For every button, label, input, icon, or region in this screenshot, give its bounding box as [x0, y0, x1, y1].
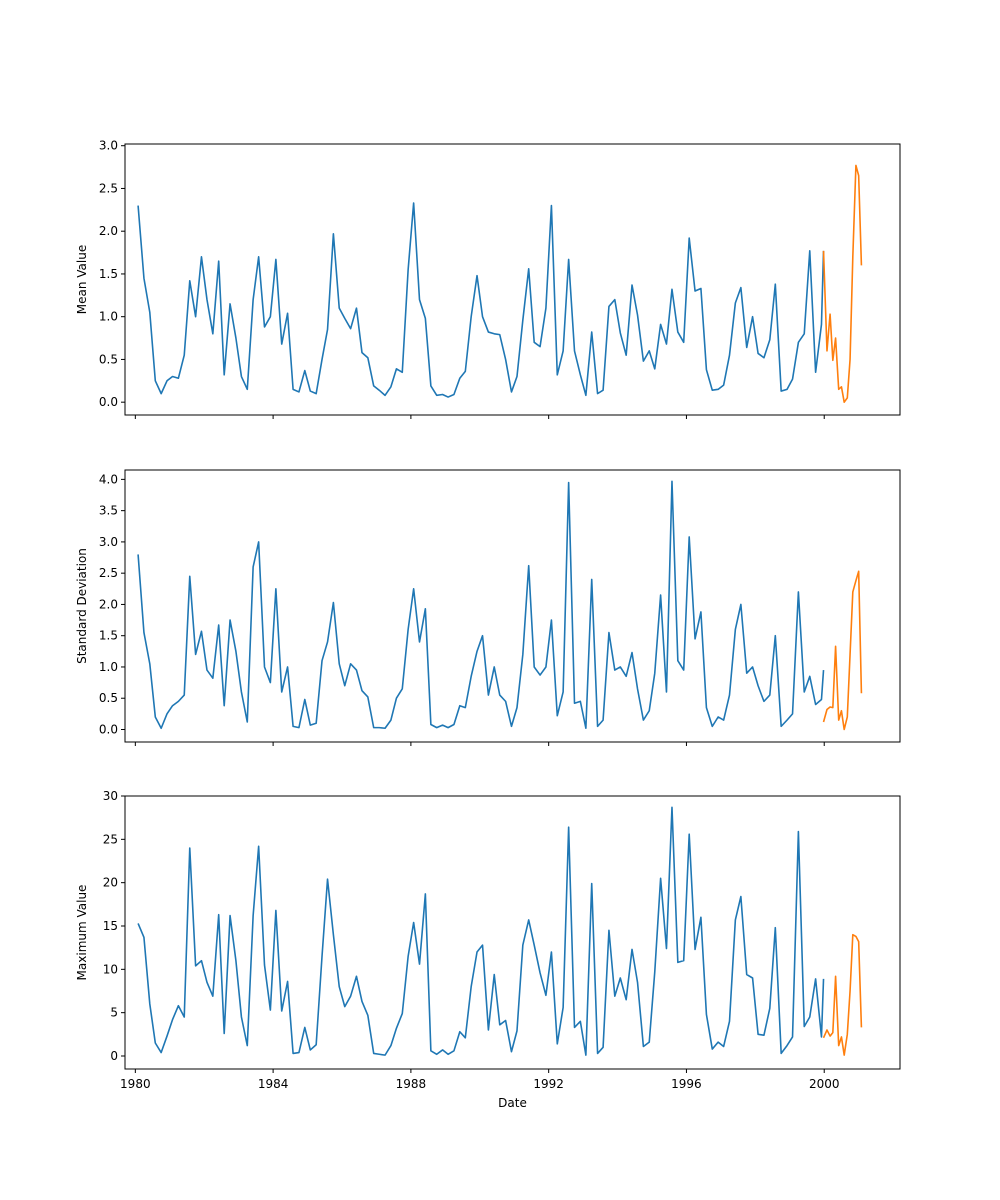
- y-tick-label: 1.0: [99, 310, 118, 324]
- y-tick-label: 20: [103, 876, 118, 890]
- series-line-1: [137, 480, 825, 730]
- y-tick-label: 2.5: [99, 566, 118, 580]
- x-tick-label: 1992: [533, 1077, 564, 1091]
- y-tick-label: 1.0: [99, 660, 118, 674]
- axes-frame: [124, 795, 901, 1070]
- y-tick-label: 3.0: [99, 535, 118, 549]
- y-axis-label: Maximum Value: [75, 885, 89, 981]
- y-axis-label: Mean Value: [75, 245, 89, 314]
- y-tick-label: 1.5: [99, 629, 118, 643]
- y-tick-label: 2.5: [99, 181, 118, 195]
- chart-panel-3: 0 5 10 15 20 25 30 1980 1984 1988 1992 1996 2000 Maxi…: [75, 789, 901, 1110]
- axes-frame: [124, 143, 901, 416]
- y-tick-label: 2.0: [99, 224, 118, 238]
- x-tick-label: 1984: [258, 1077, 289, 1091]
- x-tick-label: 1996: [671, 1077, 702, 1091]
- y-tick-label: 0.5: [99, 691, 118, 705]
- y-tick-label: 30: [103, 789, 118, 803]
- y-axis-label: Standard Deviation: [75, 548, 89, 664]
- y-tick-label: 0: [110, 1049, 118, 1063]
- y-tick-label: 0.0: [99, 395, 118, 409]
- panels: 0.0 0.5 1.0 1.5 2.0 2.5 3.0 Mean Value 0.0 0.5 1.0…: [75, 139, 901, 1110]
- series-line-1: [137, 806, 825, 1056]
- axes-frame: [124, 469, 901, 743]
- series-line-2: [822, 933, 863, 1056]
- y-tick-label: 10: [103, 962, 118, 976]
- y-tick-label: 2.0: [99, 597, 118, 611]
- x-tick-label: 1988: [396, 1077, 427, 1091]
- y-tick-label: 0.0: [99, 722, 118, 736]
- chart-panel-1: 0.0 0.5 1.0 1.5 2.0 2.5 3.0 Mean Value: [75, 139, 901, 419]
- y-tick-label: 0.5: [99, 352, 118, 366]
- chart-panel-2: 0.0 0.5 1.0 1.5 2.0 2.5 3.0 3.5 4.0 Standard Devi…: [75, 469, 901, 746]
- y-tick-label: 15: [103, 919, 118, 933]
- x-tick-label: 1980: [120, 1077, 151, 1091]
- x-tick-label: 2000: [809, 1077, 840, 1091]
- y-tick-label: 1.5: [99, 267, 118, 281]
- series-line-1: [137, 202, 825, 398]
- series-line-2: [822, 164, 863, 403]
- y-tick-label: 3.5: [99, 504, 118, 518]
- x-axis-label: Date: [498, 1096, 527, 1110]
- y-tick-label: 5: [110, 1006, 118, 1020]
- y-tick-label: 4.0: [99, 472, 118, 486]
- y-tick-label: 3.0: [99, 139, 118, 153]
- series-line-2: [822, 570, 863, 731]
- y-tick-label: 25: [103, 832, 118, 846]
